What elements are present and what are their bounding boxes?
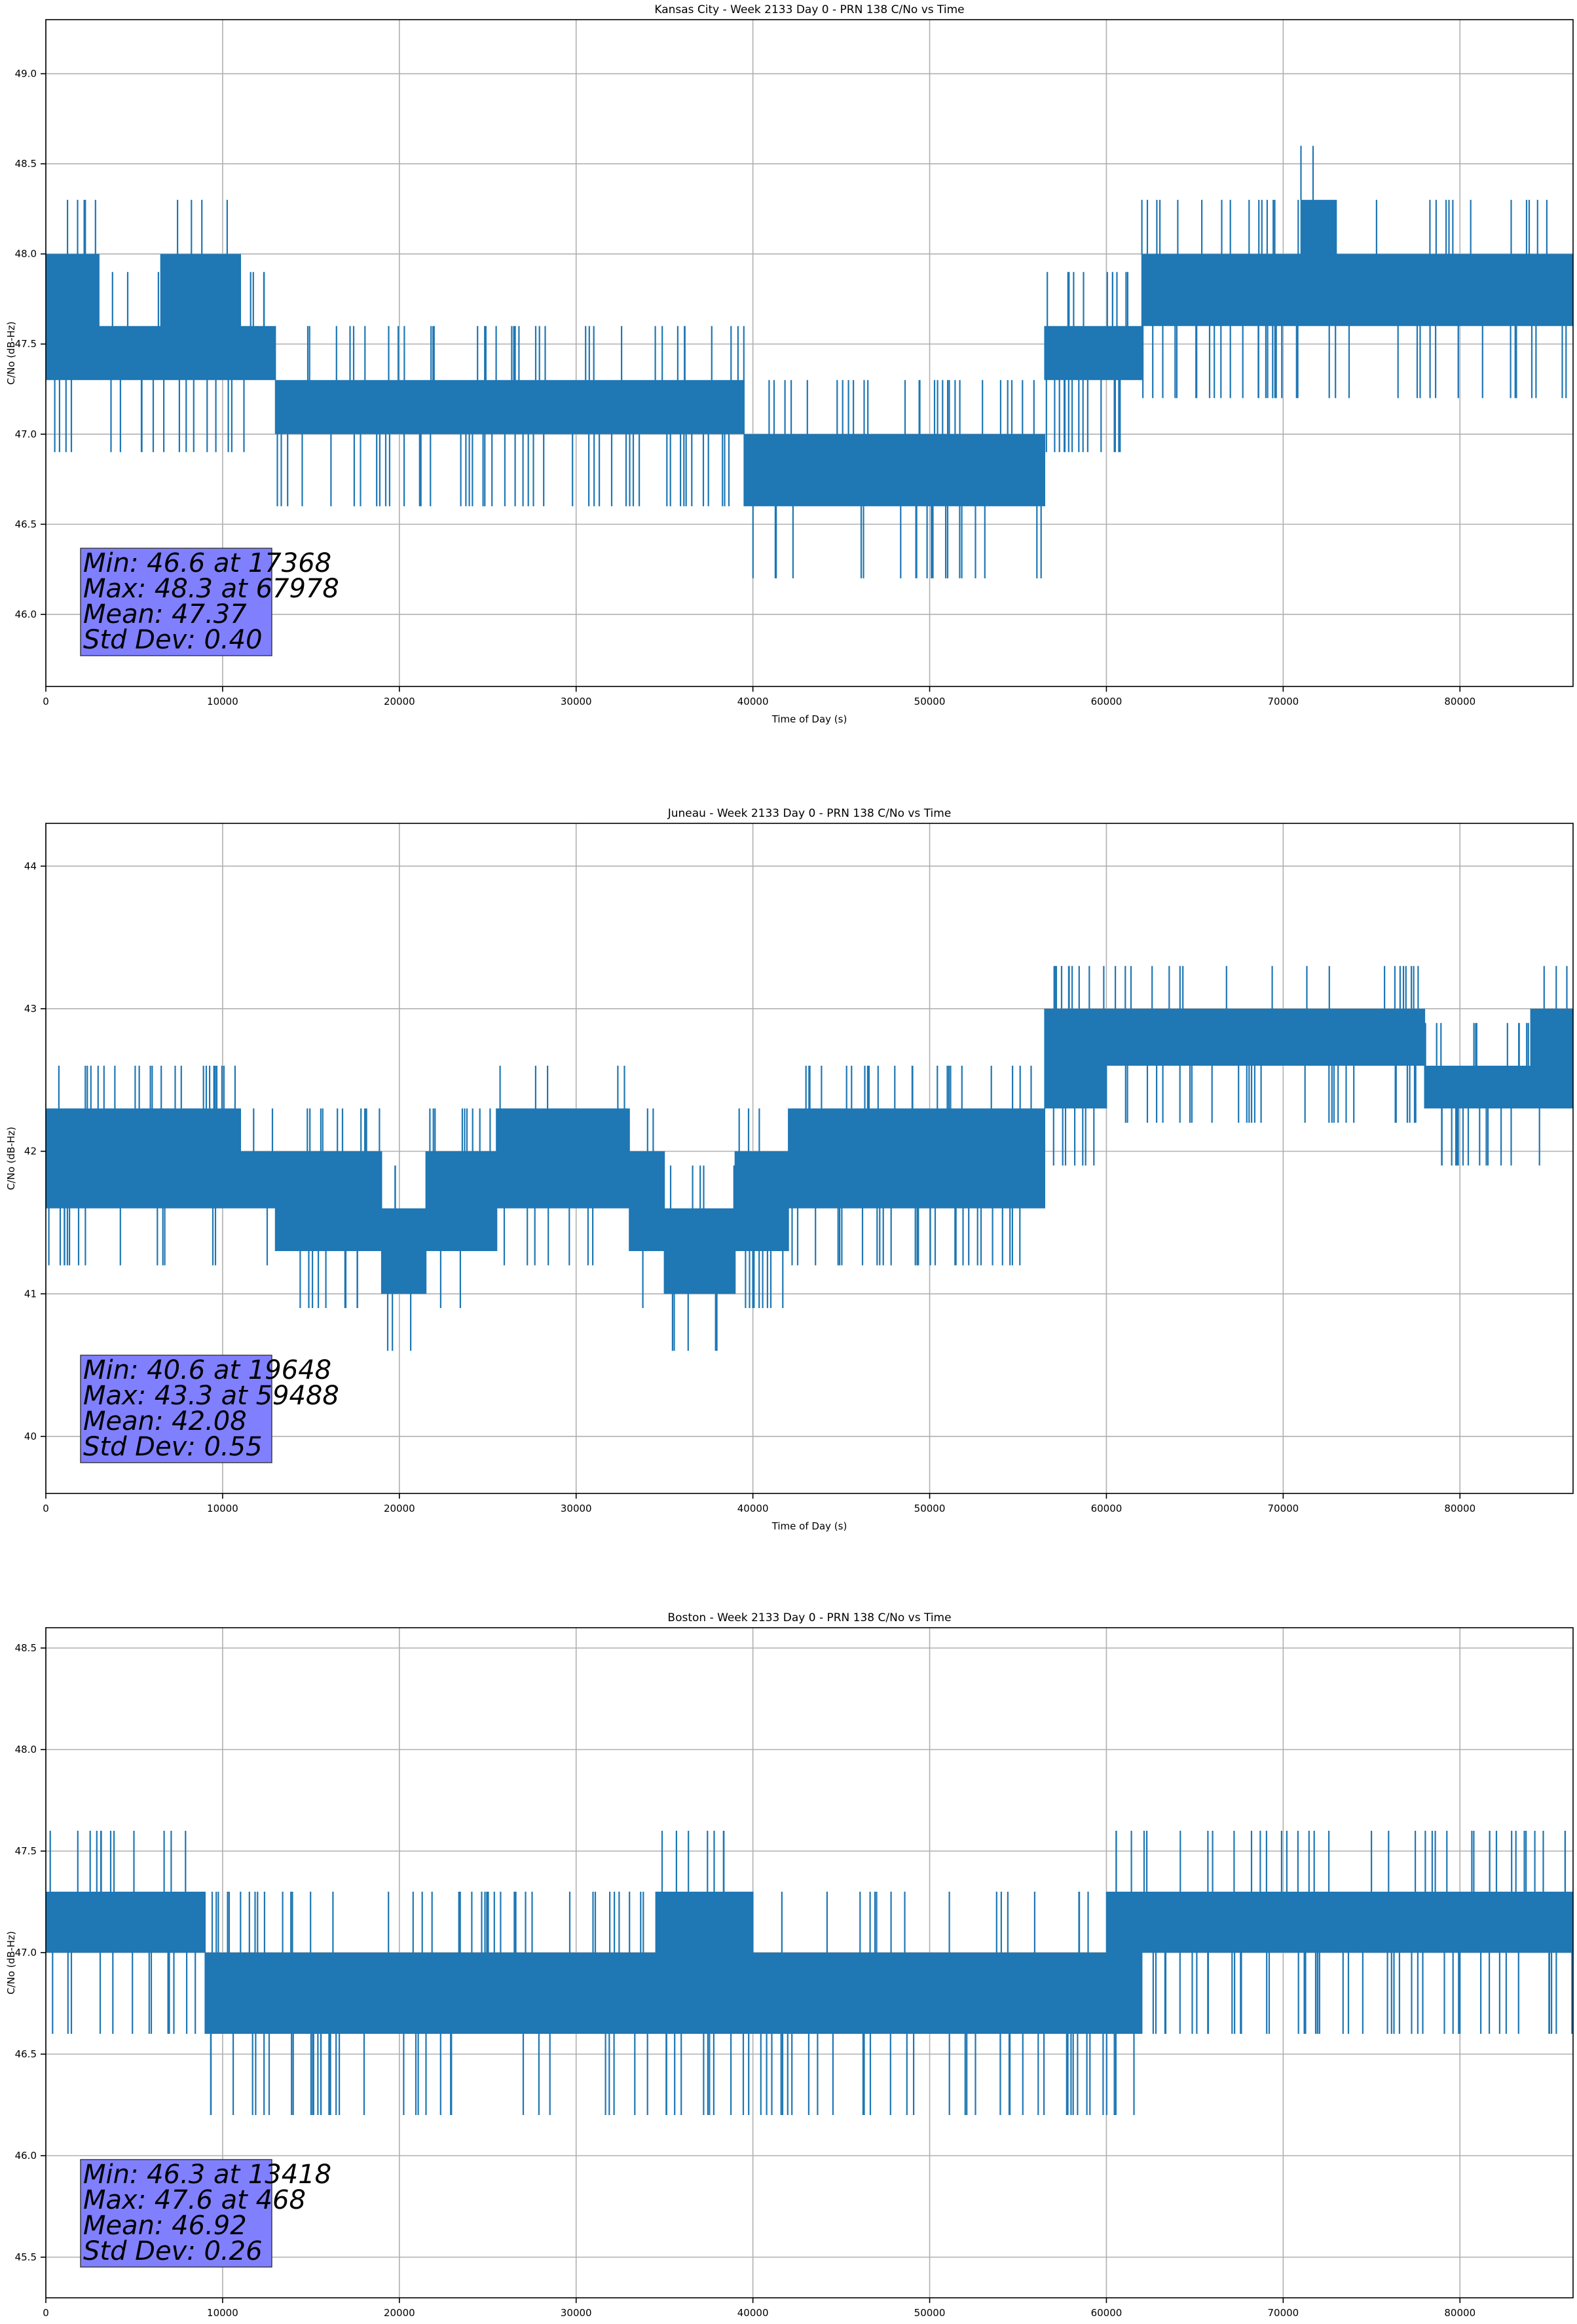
x-tick-label: 20000 <box>384 2307 415 2319</box>
axes-frame <box>45 19 1574 687</box>
x-tick-label: 70000 <box>1267 1503 1299 1514</box>
chart-title: Kansas City - Week 2133 Day 0 - PRN 138 … <box>654 3 964 16</box>
x-tick-label: 60000 <box>1091 696 1122 707</box>
stats-line: Std Dev: 0.55 <box>83 1432 263 1462</box>
x-tick-label: 30000 <box>561 696 592 707</box>
plot-kansas-city: 0 10000 20000 30000 40000 50000 60000 70000 8000… <box>5 3 1574 725</box>
x-tick-label: 40000 <box>737 696 769 707</box>
x-tick-label: 80000 <box>1444 1503 1475 1514</box>
y-tick-label: 47.0 <box>15 428 37 440</box>
y-tick-label: 47.5 <box>15 1845 37 1857</box>
plot-boston: 0 10000 20000 30000 40000 50000 60000 70000 8000… <box>5 1611 1574 2319</box>
y-tick-label: 41 <box>24 1288 37 1300</box>
data-series <box>46 145 1573 578</box>
stats-line: Mean: 42.08 <box>83 1406 247 1436</box>
stats-line: Max: 47.6 at 468 <box>83 2185 306 2215</box>
stats-box <box>80 548 272 656</box>
y-tick-label: 44 <box>24 860 37 872</box>
data-series <box>46 1831 1573 2115</box>
stats-line: Min: 40.6 at 19648 <box>83 1355 331 1385</box>
y-tick-label: 48.0 <box>15 1744 37 1755</box>
y-tick-label: 42 <box>24 1146 37 1157</box>
y-tick-label: 48.0 <box>15 248 37 260</box>
stats-box <box>80 2159 272 2268</box>
x-tick-label: 30000 <box>561 1503 592 1514</box>
stats-box <box>80 1355 272 1463</box>
stats-line: Max: 48.3 at 67978 <box>83 574 339 604</box>
chart-title: Juneau - Week 2133 Day 0 - PRN 138 C/No … <box>667 807 952 820</box>
x-tick-label: 0 <box>43 1503 49 1514</box>
stats-line: Mean: 46.92 <box>83 2211 247 2241</box>
y-tick-label: 46.5 <box>15 2048 37 2060</box>
x-tick-label: 20000 <box>384 1503 415 1514</box>
y-tick-label: 49.0 <box>15 68 37 80</box>
stats-line: Min: 46.6 at 17368 <box>83 548 331 578</box>
x-tick-label: 60000 <box>1091 2307 1122 2319</box>
stats-line: Max: 43.3 at 59488 <box>83 1381 339 1411</box>
x-tick-label: 50000 <box>914 2307 946 2319</box>
stats-line: Std Dev: 0.26 <box>83 2236 263 2266</box>
data-line <box>46 1831 1573 2115</box>
data-series <box>46 965 1573 1351</box>
y-tick-label: 46.0 <box>15 2150 37 2162</box>
x-tick-label: 40000 <box>737 2307 769 2319</box>
stats-line: Min: 46.3 at 13418 <box>83 2160 331 2190</box>
x-tick-label: 50000 <box>914 696 946 707</box>
y-tick-label: 48.5 <box>15 158 37 170</box>
x-tick-label: 60000 <box>1091 1503 1122 1514</box>
y-tick-label: 48.5 <box>15 1642 37 1654</box>
y-axis-label: C/No (dB-Hz) <box>5 322 17 385</box>
y-axis-label: C/No (dB-Hz) <box>5 1931 17 1995</box>
data-line <box>46 965 1573 1351</box>
stats-line: Std Dev: 0.40 <box>83 625 263 655</box>
x-tick-label: 50000 <box>914 1503 946 1514</box>
chart-title: Boston - Week 2133 Day 0 - PRN 138 C/No … <box>667 1611 951 1624</box>
x-tick-label: 0 <box>43 2307 49 2319</box>
x-tick-label: 10000 <box>207 696 238 707</box>
y-axis-label: C/No (dB-Hz) <box>5 1127 17 1190</box>
stats-line: Mean: 47.37 <box>83 599 247 629</box>
axes-frame <box>45 823 1574 1494</box>
x-tick-label: 10000 <box>207 2307 238 2319</box>
x-tick-label: 20000 <box>384 696 415 707</box>
x-tick-label: 30000 <box>561 2307 592 2319</box>
plot-juneau: 0 10000 20000 30000 40000 50000 60000 70000 8000… <box>5 807 1574 1532</box>
y-tick-label: 40 <box>24 1431 37 1442</box>
x-tick-label: 80000 <box>1444 2307 1475 2319</box>
y-tick-label: 46.0 <box>15 609 37 620</box>
y-tick-label: 47.5 <box>15 338 37 350</box>
y-tick-label: 43 <box>24 1003 37 1015</box>
y-tick-label: 45.5 <box>15 2251 37 2263</box>
y-tick-label: 46.5 <box>15 518 37 530</box>
x-tick-label: 10000 <box>207 1503 238 1514</box>
x-axis-label: Time of Day (s) <box>771 1520 847 1532</box>
x-tick-label: 70000 <box>1267 696 1299 707</box>
x-tick-label: 0 <box>43 696 49 707</box>
x-tick-label: 80000 <box>1444 696 1475 707</box>
x-axis-label: Time of Day (s) <box>771 713 847 725</box>
y-tick-label: 47.0 <box>15 1947 37 1959</box>
x-tick-label: 40000 <box>737 1503 769 1514</box>
axes-frame <box>45 1627 1574 2298</box>
data-line <box>46 145 1573 578</box>
x-tick-label: 70000 <box>1267 2307 1299 2319</box>
